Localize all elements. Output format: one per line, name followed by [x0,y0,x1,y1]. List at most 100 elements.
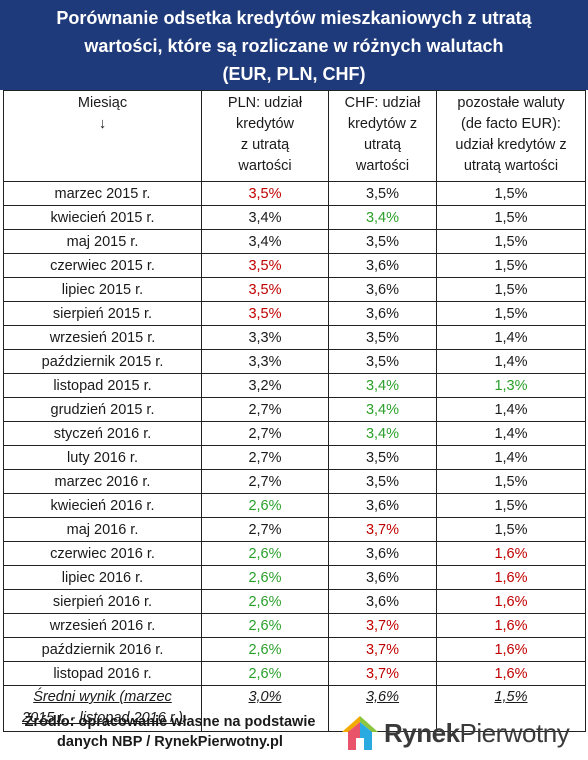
house-logo-icon [342,716,378,750]
month-cell: grudzień 2015 r. [3,397,202,422]
pln-cell: 2,7% [201,397,329,422]
chf-cell: 3,6% [328,253,437,278]
chf-cell: 3,5% [328,325,437,350]
pln-cell: 2,6% [201,661,329,686]
header-other-l4: utratą wartości [463,158,559,174]
month-cell: czerwiec 2015 r. [3,253,202,278]
chf-cell: 3,6% [328,301,437,326]
month-cell: luty 2016 r. [3,445,202,470]
other-cell: 1,4% [436,397,586,422]
pln-cell: 2,6% [201,637,329,662]
pln-cell: 3,5% [201,253,329,278]
month-cell: maj 2015 r. [3,229,202,254]
table-row: październik 2016 r. 2,6% 3,7% 1,6% [3,637,586,662]
month-cell: październik 2015 r. [3,349,202,374]
table-row: listopad 2016 r. 2,6% 3,7% 1,6% [3,661,586,686]
data-table: Miesiąc ↓ PLN: udział kredytów z utratą … [3,90,586,732]
header-pln: PLN: udział kredytów z utratą wartości [201,90,329,182]
down-arrow-icon: ↓ [98,116,107,132]
header-other-l1: pozostałe waluty [457,95,565,111]
header-other-l2: (de facto EUR): [461,116,561,132]
average-pln: 3,0% [201,685,329,732]
other-cell: 1,6% [436,565,586,590]
other-cell: 1,4% [436,421,586,446]
other-cell: 1,4% [436,349,586,374]
header-month: Miesiąc ↓ [3,90,202,182]
month-cell: lipiec 2015 r. [3,277,202,302]
table-row: luty 2016 r. 2,7% 3,5% 1,4% [3,445,586,470]
other-cell: 1,3% [436,373,586,398]
month-cell: maj 2016 r. [3,517,202,542]
chf-cell: 3,4% [328,397,437,422]
table-row: sierpień 2015 r. 3,5% 3,6% 1,5% [3,301,586,326]
chf-cell: 3,5% [328,445,437,470]
month-cell: sierpień 2016 r. [3,589,202,614]
chf-cell: 3,7% [328,517,437,542]
average-chf: 3,6% [328,685,437,732]
average-other: 1,5% [436,685,586,732]
table-row: październik 2015 r. 3,3% 3,5% 1,4% [3,349,586,374]
table-row: wrzesień 2015 r. 3,3% 3,5% 1,4% [3,325,586,350]
chf-cell: 3,4% [328,373,437,398]
table-row: kwiecień 2016 r. 2,6% 3,6% 1,5% [3,493,586,518]
other-cell: 1,5% [436,493,586,518]
table-row: styczeń 2016 r. 2,7% 3,4% 1,4% [3,421,586,446]
table-row: grudzień 2015 r. 2,7% 3,4% 1,4% [3,397,586,422]
table-row: lipiec 2015 r. 3,5% 3,6% 1,5% [3,277,586,302]
pln-cell: 2,6% [201,541,329,566]
pln-cell: 3,3% [201,349,329,374]
table-row: czerwiec 2015 r. 3,5% 3,6% 1,5% [3,253,586,278]
table-row: sierpień 2016 r. 2,6% 3,6% 1,6% [3,589,586,614]
other-cell: 1,5% [436,277,586,302]
month-cell: styczeń 2016 r. [3,421,202,446]
other-cell: 1,5% [436,301,586,326]
header-pln-l3: z utratą [240,137,290,153]
month-cell: kwiecień 2016 r. [3,493,202,518]
pln-cell: 2,6% [201,493,329,518]
table-row: kwiecień 2015 r. 3,4% 3,4% 1,5% [3,205,586,230]
month-cell: sierpień 2015 r. [3,301,202,326]
chf-cell: 3,5% [328,469,437,494]
chf-cell: 3,6% [328,277,437,302]
table-row: marzec 2016 r. 2,7% 3,5% 1,5% [3,469,586,494]
chf-cell: 3,4% [328,205,437,230]
pln-cell: 2,7% [201,517,329,542]
average-row: Średni wynik (marzec 2015 r. - listopad … [3,685,586,732]
logo-text-part2: Pierwotny [459,717,570,748]
header-pln-l1: PLN: udział [227,95,303,111]
table-row: maj 2015 r. 3,4% 3,5% 1,5% [3,229,586,254]
other-cell: 1,4% [436,325,586,350]
month-cell: czerwiec 2016 r. [3,541,202,566]
pln-cell: 3,2% [201,373,329,398]
table-row: wrzesień 2016 r. 2,6% 3,7% 1,6% [3,613,586,638]
pln-cell: 3,5% [201,277,329,302]
month-cell: listopad 2015 r. [3,373,202,398]
pln-cell: 3,4% [201,229,329,254]
title-line-3: (EUR, PLN, CHF) [222,64,366,84]
logo-text-part1: Rynek [384,717,460,748]
pln-cell: 2,7% [201,421,329,446]
chf-cell: 3,6% [328,565,437,590]
other-cell: 1,5% [436,469,586,494]
other-cell: 1,5% [436,205,586,230]
month-cell: wrzesień 2015 r. [3,325,202,350]
pln-cell: 2,7% [201,445,329,470]
chf-cell: 3,6% [328,493,437,518]
average-label-l2: 2015 r. - listopad 2016 r.) [22,710,183,726]
header-chf-l1: CHF: udział [344,95,421,111]
chf-cell: 3,7% [328,637,437,662]
other-cell: 1,5% [436,229,586,254]
logo-text: RynekPierwotny [384,717,570,749]
other-cell: 1,5% [436,181,586,206]
chf-cell: 3,7% [328,661,437,686]
month-cell: marzec 2015 r. [3,181,202,206]
chf-cell: 3,5% [328,349,437,374]
pln-cell: 2,7% [201,469,329,494]
source-line-2: danych NBP / RynekPierwotny.pl [57,734,283,750]
chf-cell: 3,7% [328,613,437,638]
header-pln-l4: wartości [238,158,292,174]
table-row: maj 2016 r. 2,7% 3,7% 1,5% [3,517,586,542]
table-row: listopad 2015 r. 3,2% 3,4% 1,3% [3,373,586,398]
pln-cell: 3,3% [201,325,329,350]
other-cell: 1,6% [436,589,586,614]
